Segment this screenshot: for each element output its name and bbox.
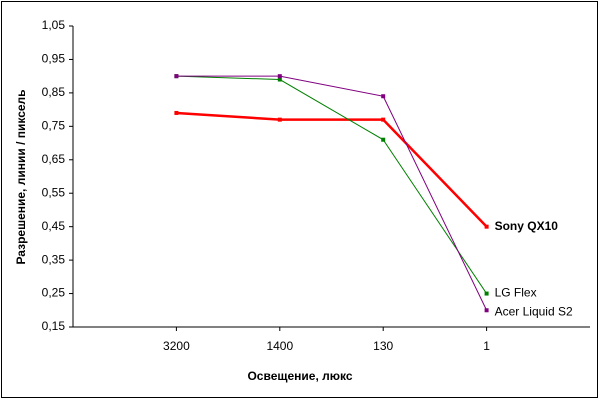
point bbox=[484, 291, 489, 296]
x-axis-title: Освещение, люкс bbox=[247, 369, 352, 383]
series-line bbox=[176, 75, 488, 294]
y-tick-label: 0,35 bbox=[42, 252, 66, 266]
y-tick-label: 0,85 bbox=[42, 85, 66, 99]
y-axis-title: Разрешение, линии / пиксель bbox=[14, 89, 28, 264]
x-tick-label: 1400 bbox=[266, 339, 293, 353]
point bbox=[381, 137, 386, 142]
y-tick-label: 0,15 bbox=[42, 319, 66, 333]
y-tick-label: 0,65 bbox=[42, 152, 66, 166]
point bbox=[277, 74, 282, 79]
point bbox=[277, 77, 282, 82]
y-tick-label: 1,05 bbox=[42, 18, 66, 32]
y-tick-label: 0,55 bbox=[42, 185, 66, 199]
series-label: Acer Liquid S2 bbox=[495, 304, 573, 318]
point bbox=[174, 74, 179, 79]
point bbox=[381, 94, 386, 99]
x-tick-label: 3200 bbox=[163, 339, 190, 353]
point bbox=[174, 110, 179, 115]
point bbox=[484, 308, 489, 313]
point bbox=[277, 117, 282, 122]
point bbox=[484, 224, 489, 229]
y-tick-label: 0,25 bbox=[42, 286, 66, 300]
series-line bbox=[176, 111, 488, 228]
series-label: Sony QX10 bbox=[495, 219, 559, 233]
y-tick-label: 0,45 bbox=[42, 219, 66, 233]
series-label: LG Flex bbox=[495, 286, 537, 300]
point bbox=[381, 117, 386, 122]
x-tick-label: 1 bbox=[483, 339, 490, 353]
y-tick-label: 0,75 bbox=[42, 119, 66, 133]
y-tick-label: 0,95 bbox=[42, 52, 66, 66]
x-tick-label: 130 bbox=[373, 339, 393, 353]
series-line bbox=[176, 75, 488, 311]
